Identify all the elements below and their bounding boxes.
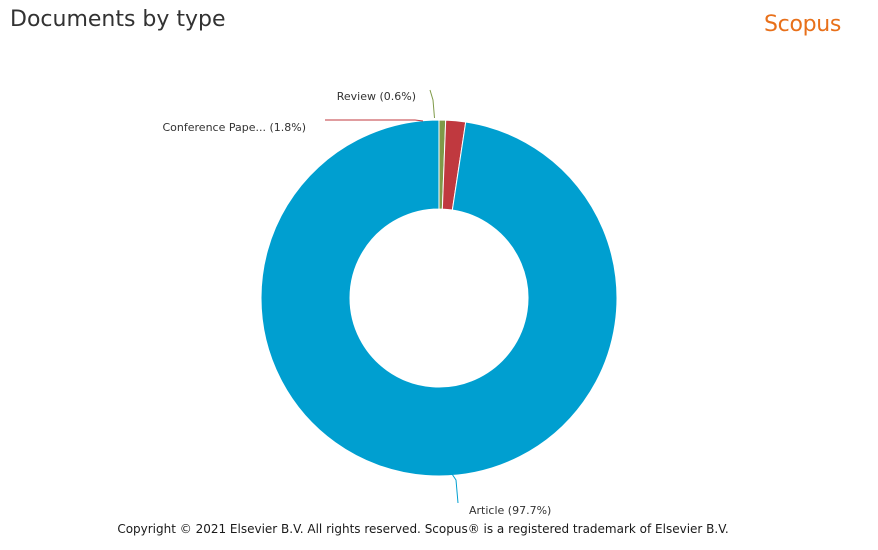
leader-line-conference-paper [325, 119, 424, 122]
copyright-notice: Copyright © 2021 Elsevier B.V. All right… [117, 522, 729, 536]
scopus-logo[interactable]: Scopus [764, 12, 842, 37]
leader-line-article [451, 473, 459, 504]
slices-layer [260, 119, 618, 477]
slice-label-review: Review (0.6%) [337, 90, 416, 103]
slice-label-article: Article (97.7%) [469, 504, 551, 517]
labels-layer: Review (0.6%) Conference Pape... (1.8%) Ar… [163, 89, 551, 517]
slice-label-conference-paper: Conference Pape... (1.8%) [163, 121, 307, 134]
page-title: Documents by type [10, 7, 226, 32]
slice-article[interactable] [260, 119, 618, 477]
leader-line-review [429, 89, 435, 119]
